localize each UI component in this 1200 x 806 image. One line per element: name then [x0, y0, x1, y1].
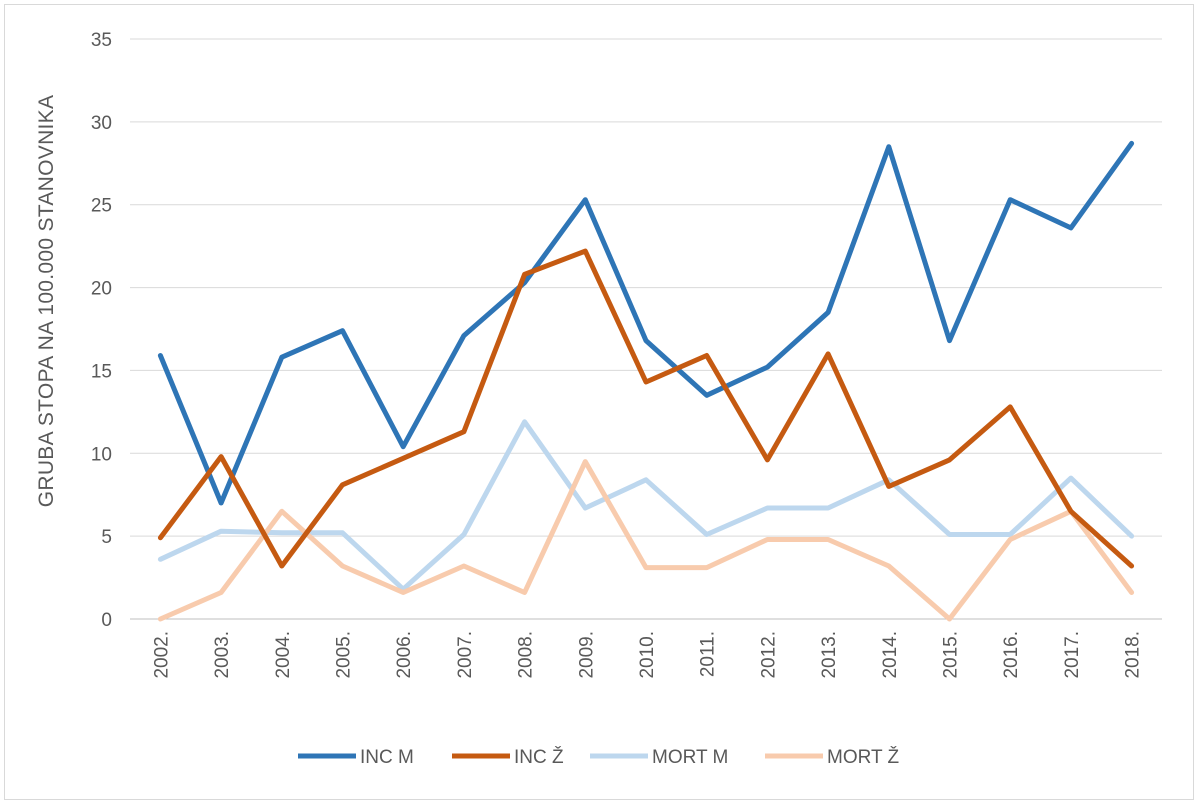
y-tick-label: 20: [91, 279, 112, 300]
legend-label: INC Ž: [514, 746, 564, 768]
x-tick-label: 2003.: [212, 631, 233, 679]
x-tick-label: 2009.: [576, 631, 597, 679]
y-tick-label: 35: [91, 30, 112, 51]
x-tick-label: 2005.: [333, 631, 354, 679]
legend-label: MORT M: [652, 747, 728, 768]
y-tick-label: 25: [91, 196, 112, 217]
x-tick-label: 2015.: [941, 631, 962, 679]
x-tick-label: 2016.: [1001, 631, 1022, 679]
x-tick-label: 2002.: [151, 631, 172, 679]
line-chart: 0 5 10 15 20 25 30 35 2002. 2003. 2004. 2005. 2006.…: [35, 30, 1162, 768]
x-tick-label: 2010.: [637, 631, 658, 679]
x-tick-label: 2011.: [698, 631, 719, 677]
x-tick-label: 2008.: [516, 631, 537, 679]
x-tick-label: 2018.: [1123, 631, 1144, 679]
y-tick-label: 0: [101, 610, 112, 631]
y-tick-label: 15: [91, 361, 112, 382]
series-line-inc-ž: [157, 248, 1135, 569]
x-tick-label: 2004.: [273, 631, 294, 679]
legend: INC M INC Ž MORT M MORT Ž: [298, 746, 900, 768]
legend-label: MORT Ž: [827, 746, 900, 768]
x-tick-label: 2014.: [880, 631, 901, 679]
y-tick-label: 10: [91, 444, 112, 465]
y-axis-ticks: 0 5 10 15 20 25 30 35: [91, 30, 112, 631]
x-axis-ticks: 2002. 2003. 2004. 2005. 2006. 2007. 2008. 2009.…: [151, 631, 1143, 679]
x-tick-label: 2006.: [394, 631, 415, 679]
x-tick-label: 2013.: [819, 631, 840, 679]
legend-label: INC M: [360, 747, 414, 768]
series-line-mort-ž: [157, 459, 1135, 622]
y-tick-label: 5: [101, 527, 112, 548]
x-tick-label: 2017.: [1062, 631, 1083, 679]
y-axis-label: GRUBA STOPA NA 100.000 STANOVNIKA: [35, 95, 58, 508]
series-lines: [157, 140, 1135, 622]
chart-frame: 0 5 10 15 20 25 30 35 2002. 2003. 2004. 2005. 2006.…: [4, 4, 1194, 800]
series-line-inc-m: [157, 140, 1135, 506]
x-tick-label: 2007.: [455, 631, 476, 679]
y-tick-label: 30: [91, 113, 112, 134]
x-tick-label: 2012.: [758, 631, 779, 679]
series-line-mort-m: [157, 419, 1135, 592]
